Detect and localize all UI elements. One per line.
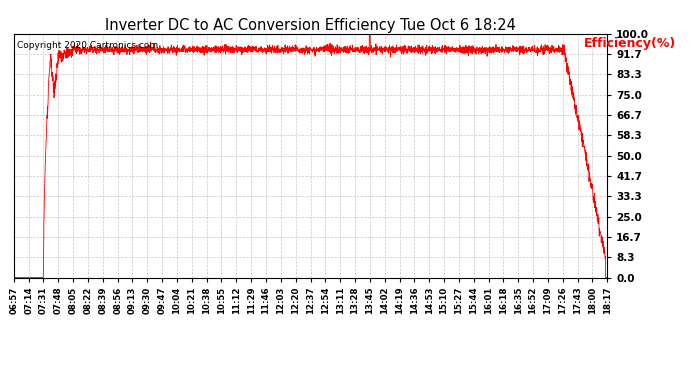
Text: Efficiency(%): Efficiency(%) [584,38,676,51]
Text: Copyright 2020 Cartronics.com: Copyright 2020 Cartronics.com [17,41,158,50]
Title: Inverter DC to AC Conversion Efficiency Tue Oct 6 18:24: Inverter DC to AC Conversion Efficiency … [105,18,516,33]
